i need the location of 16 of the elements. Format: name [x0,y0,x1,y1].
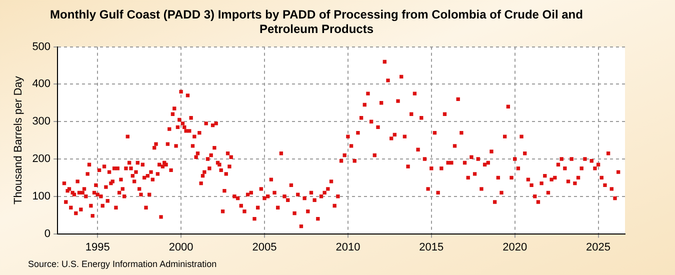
y-tick-label: 300 [32,116,51,128]
x-tick-label: 2005 [252,241,277,254]
x-tick-label: 1995 [85,241,110,254]
y-tick-label: 0 [44,228,51,240]
chart-title: Monthly Gulf Coast (PADD 3) Imports by PADD of Processing from Colombia of Crude Oil and Petroleum Products [50,8,583,36]
source-note: Source: U.S. Energy Information Administration [28,259,217,269]
y-tick-label: 400 [32,78,51,90]
x-tick-label: 2015 [419,241,444,254]
y-tick-label: 500 [32,40,51,53]
y-tick-label: 200 [32,153,51,166]
y-tick-label: 100 [32,190,51,202]
x-tick-label: 2010 [336,241,360,254]
x-tick-label: 2020 [502,241,528,254]
y-axis-title: Thousand Barrels per Day [12,76,25,205]
x-tick-label: 2000 [168,241,194,254]
x-tick-label: 2025 [586,241,611,254]
